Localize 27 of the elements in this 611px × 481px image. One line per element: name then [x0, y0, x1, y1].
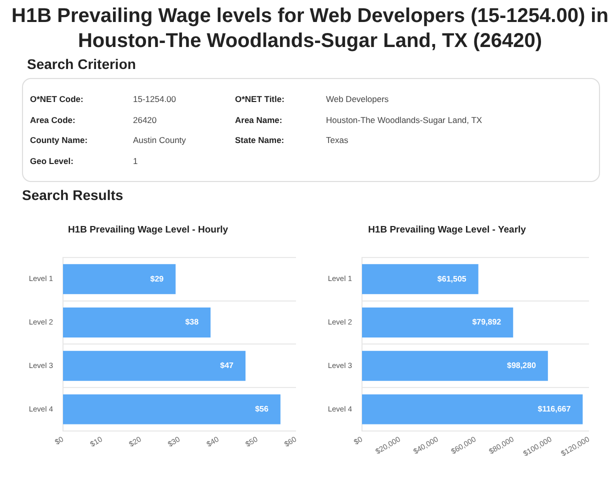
text: Geo Level:: [30, 156, 74, 166]
text: 15-1254.00: [133, 94, 176, 105]
data-label: $61,505: [437, 274, 467, 284]
text: Web Developers: [326, 94, 389, 105]
chart-title: H1B Prevailing Wage Level - Yearly: [368, 224, 527, 236]
data-label: $56: [255, 404, 270, 414]
data-label: $38: [185, 318, 200, 327]
text: Area Code:: [30, 114, 76, 126]
data-label: $29: [150, 274, 164, 284]
data-label: $79,892: [472, 318, 502, 327]
text: H1B Prevailing Wage levels for Web Developers (15-1254.00) in Houston-The Woodlands-Sugar Land, TX (26420): [10, 4, 610, 54]
text: Houston-The Woodlands-Sugar Land, TX: [326, 114, 482, 126]
text: Austin County: [133, 135, 186, 146]
data-label: $116,667: [538, 404, 572, 414]
text: 1: [133, 156, 138, 166]
text: 26420: [133, 114, 157, 126]
text: State Name:: [235, 135, 284, 146]
text: Search Results: [22, 187, 124, 203]
text: Area Name:: [235, 114, 282, 126]
data-label: $47: [220, 361, 234, 370]
text: O*NET Code:: [30, 94, 84, 105]
text: Search Criterion: [27, 56, 136, 72]
text: County Name:: [30, 135, 88, 146]
chart-title: H1B Prevailing Wage Level - Hourly: [68, 224, 229, 236]
text: O*NET Title:: [235, 94, 284, 105]
text: Texas: [326, 135, 348, 146]
data-label: $98,280: [506, 361, 536, 370]
